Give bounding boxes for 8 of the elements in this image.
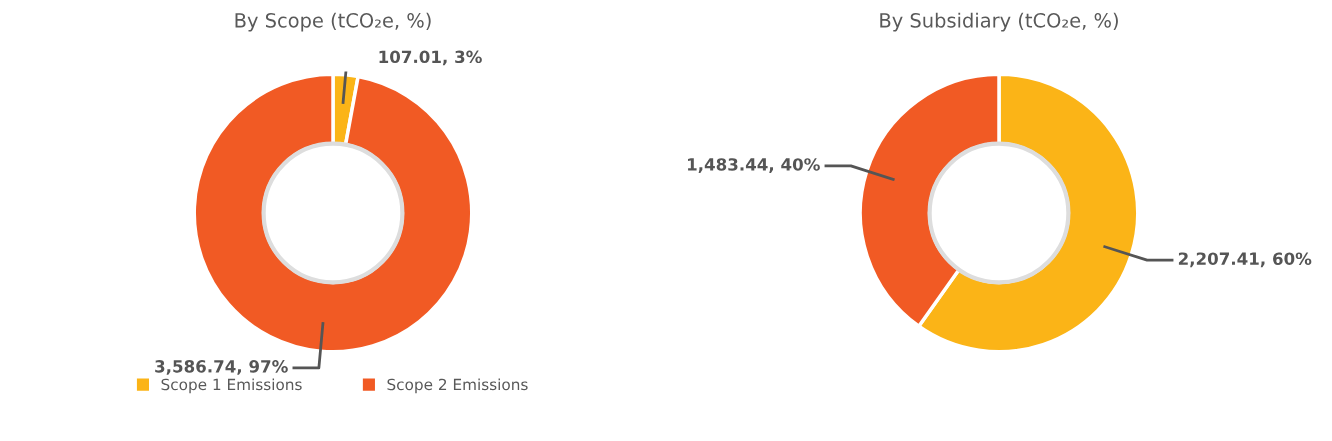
legend-label: Scope 2 Emissions <box>387 378 528 394</box>
data-label: 2,207.41, 60% <box>1178 252 1312 268</box>
data-label: 1,483.44, 40% <box>688 158 820 173</box>
data-label: 107.01, 3% <box>379 50 482 66</box>
legend-label: Scope 1 Emissions <box>161 378 302 394</box>
data-label: 3,586.74, 97% <box>155 360 288 375</box>
chart-title: By Subsidiary (tCO₂e, %) <box>880 12 1118 32</box>
chart-title: By Scope (tCO₂e, %) <box>235 12 431 32</box>
